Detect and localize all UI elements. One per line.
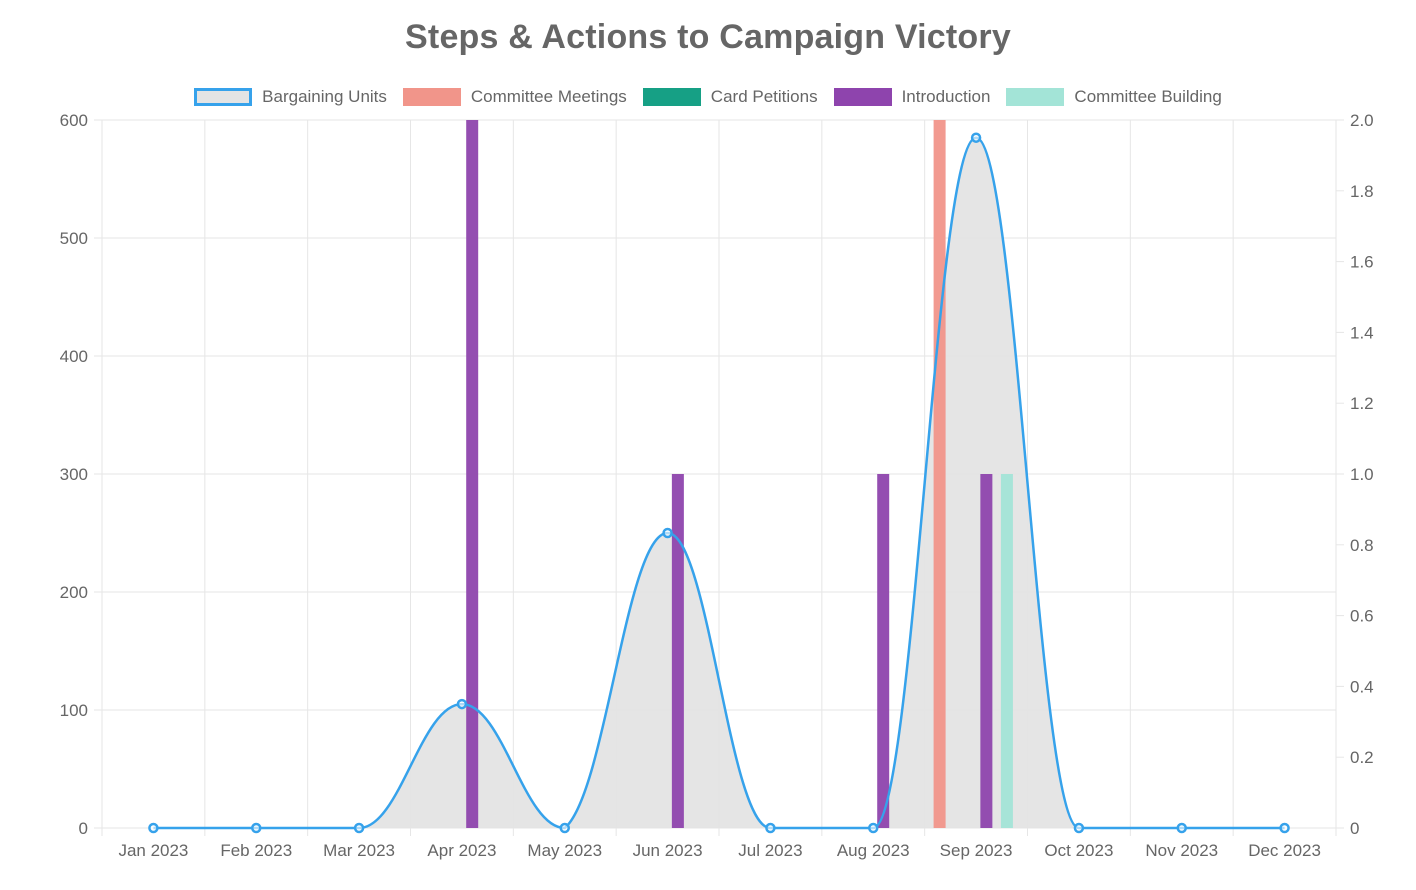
legend-swatch-committee-building — [1006, 88, 1065, 106]
axis-layer: 0 100 200 300 400 500 600 0 0.2 0.4 0.6 0.8 1.0 1.2 1.… — [60, 111, 1374, 860]
y-right-tick-label: 0.4 — [1350, 677, 1374, 696]
x-tick-label: Aug 2023 — [837, 841, 910, 860]
legend-label-card-petitions: Card Petitions — [710, 87, 818, 106]
legend-swatch-introduction — [833, 88, 892, 106]
bar-introduction — [877, 474, 890, 828]
x-tick-label: May 2023 — [527, 841, 602, 860]
y-left-tick-label: 0 — [79, 819, 88, 838]
legend-swatch-card-petitions — [642, 88, 701, 106]
bar-committee-building — [1000, 474, 1013, 828]
legend-item-introduction[interactable]: Introduction — [833, 87, 991, 107]
y-right-tick-label: 1.6 — [1350, 253, 1374, 272]
y-left-tick-label: 200 — [60, 583, 88, 602]
x-tick-label: Mar 2023 — [323, 841, 395, 860]
legend-swatch-committee-meetings — [402, 88, 461, 106]
data-point-bargaining-units — [559, 822, 570, 834]
legend-label-committee-meetings: Committee Meetings — [470, 87, 627, 106]
data-point-bargaining-units — [765, 822, 776, 834]
y-right-tick-label: 0.6 — [1350, 607, 1374, 626]
data-point-bargaining-units — [148, 822, 159, 834]
y-right-tick-label: 1.4 — [1350, 323, 1374, 342]
x-tick-label: Oct 2023 — [1044, 841, 1113, 860]
data-point-bargaining-units — [868, 822, 879, 834]
bar-introduction — [466, 120, 479, 828]
data-point-bargaining-units — [251, 822, 262, 834]
legend-label-committee-building: Committee Building — [1074, 87, 1222, 106]
bar-committee-meetings — [933, 120, 946, 828]
legend-item-committee-meetings[interactable]: Committee Meetings — [402, 87, 627, 107]
legend-item-bargaining-units[interactable]: Bargaining Units — [194, 87, 387, 107]
series-line-bargaining-units — [153, 136, 1285, 830]
y-right-tick-label: 0 — [1350, 819, 1359, 838]
legend-swatch-bargaining-units — [194, 88, 253, 106]
y-right-tick-label: 1.2 — [1350, 394, 1374, 413]
legend-label-introduction: Introduction — [901, 87, 991, 106]
legend-label-bargaining-units: Bargaining Units — [262, 87, 387, 106]
data-point-bargaining-units — [1279, 822, 1290, 834]
x-tick-label: Nov 2023 — [1145, 841, 1218, 860]
x-tick-label: Feb 2023 — [220, 841, 292, 860]
x-tick-label: Apr 2023 — [427, 841, 496, 860]
y-right-tick-label: 1.8 — [1350, 182, 1374, 201]
line-layer — [148, 132, 1290, 834]
data-point-bargaining-units — [353, 822, 365, 834]
y-left-tick-label: 300 — [60, 465, 88, 484]
data-point-bargaining-units — [1176, 822, 1187, 834]
x-tick-label: Jan 2023 — [118, 841, 188, 860]
data-point-bargaining-units — [970, 132, 982, 143]
bar-introduction — [980, 474, 993, 828]
y-right-tick-label: 0.8 — [1350, 536, 1374, 555]
x-tick-label: Jun 2023 — [633, 841, 703, 860]
x-tick-label: Jul 2023 — [738, 841, 802, 860]
y-right-tick-label: 0.2 — [1350, 748, 1374, 767]
x-tick-label: Dec 2023 — [1248, 841, 1321, 860]
chart-legend: Bargaining Units Committee Meetings Card… — [0, 84, 1416, 110]
y-left-tick-label: 600 — [60, 111, 88, 130]
bar-introduction — [671, 474, 684, 828]
x-tick-label: Sep 2023 — [940, 841, 1013, 860]
data-point-bargaining-units — [456, 698, 468, 710]
chart-title: Steps & Actions to Campaign Victory — [405, 18, 1011, 56]
legend-item-card-petitions[interactable]: Card Petitions — [642, 87, 818, 107]
y-left-tick-label: 100 — [60, 701, 88, 720]
data-point-bargaining-units — [662, 527, 673, 539]
data-point-bargaining-units — [1073, 822, 1085, 834]
y-right-tick-label: 2.0 — [1350, 111, 1374, 130]
y-right-tick-label: 1.0 — [1350, 465, 1374, 484]
y-left-tick-label: 500 — [60, 229, 88, 248]
y-left-tick-label: 400 — [60, 347, 88, 366]
legend-item-committee-building[interactable]: Committee Building — [1006, 87, 1222, 107]
